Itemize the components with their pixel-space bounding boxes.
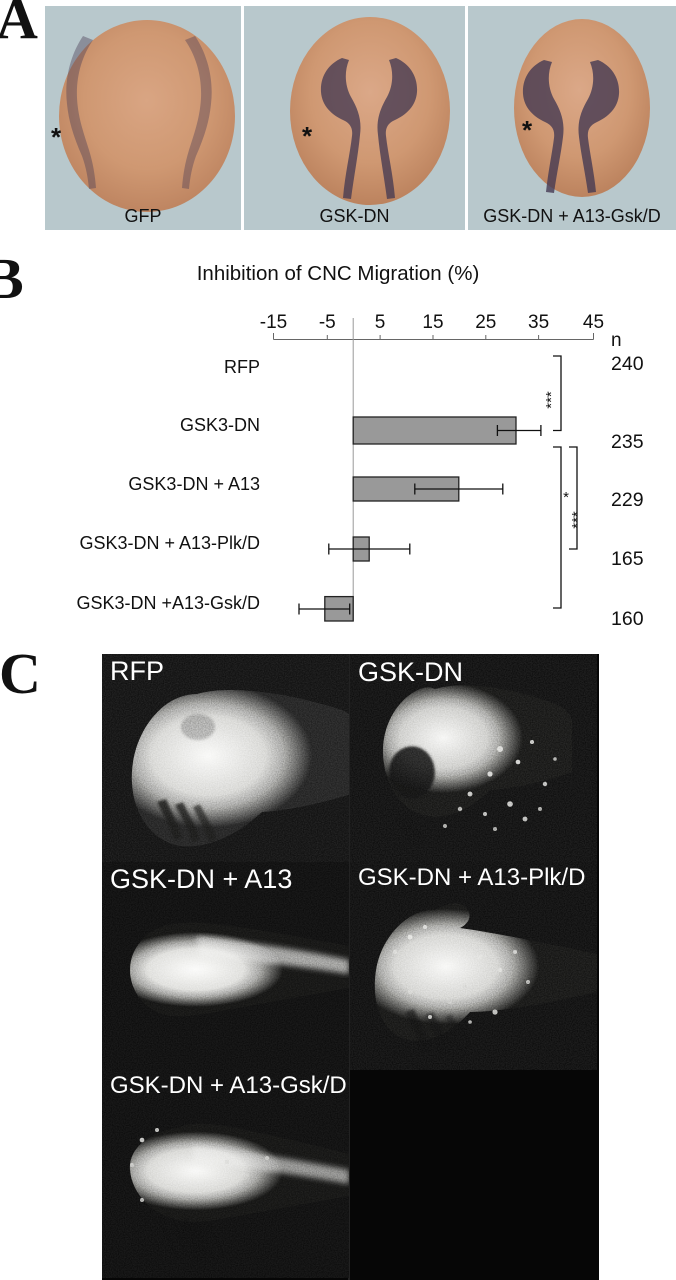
svg-text:229: 229 [611, 489, 644, 511]
svg-text:*: * [302, 121, 313, 151]
svg-text:*: * [563, 489, 569, 506]
svg-text:-5: -5 [319, 312, 336, 333]
svg-text:***: *** [569, 511, 586, 529]
svg-text:45: 45 [583, 312, 604, 333]
svg-text:n: n [611, 330, 622, 351]
svg-text:15: 15 [422, 312, 443, 333]
svg-text:25: 25 [475, 312, 496, 333]
svg-text:***: *** [543, 391, 560, 409]
svg-text:160: 160 [611, 608, 644, 630]
svg-text:GSK3-DN: GSK3-DN [180, 415, 260, 435]
svg-text:5: 5 [375, 312, 386, 333]
svg-text:165: 165 [611, 548, 644, 570]
svg-text:GSK3-DN + A13: GSK3-DN + A13 [128, 474, 260, 494]
svg-text:GSK3-DN + A13-Plk/D: GSK3-DN + A13-Plk/D [79, 533, 260, 553]
svg-text:GSK3-DN +A13-Gsk/D: GSK3-DN +A13-Gsk/D [76, 593, 260, 613]
svg-text:*: * [522, 115, 533, 145]
svg-text:240: 240 [611, 353, 644, 375]
svg-text:*: * [51, 122, 62, 152]
svg-text:-15: -15 [260, 312, 287, 333]
svg-text:RFP: RFP [224, 357, 260, 377]
svg-text:235: 235 [611, 431, 644, 453]
svg-text:35: 35 [528, 312, 549, 333]
